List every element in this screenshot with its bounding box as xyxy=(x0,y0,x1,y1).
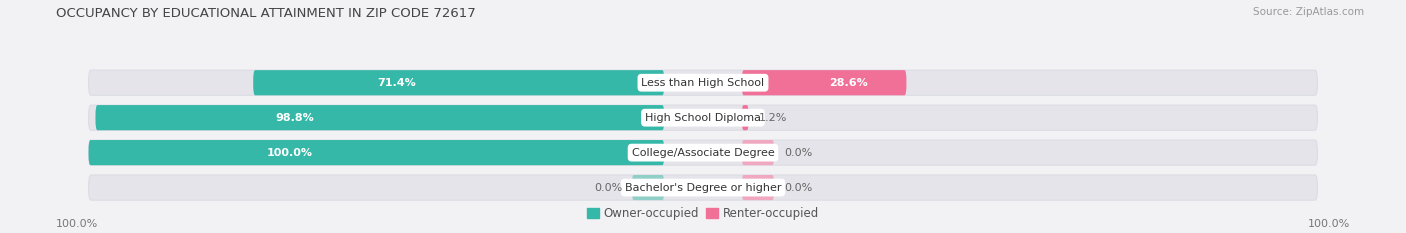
Text: 100.0%: 100.0% xyxy=(267,148,314,158)
Text: 1.2%: 1.2% xyxy=(758,113,787,123)
FancyBboxPatch shape xyxy=(96,105,664,130)
Text: OCCUPANCY BY EDUCATIONAL ATTAINMENT IN ZIP CODE 72617: OCCUPANCY BY EDUCATIONAL ATTAINMENT IN Z… xyxy=(56,7,477,20)
Text: 100.0%: 100.0% xyxy=(56,219,98,229)
Legend: Owner-occupied, Renter-occupied: Owner-occupied, Renter-occupied xyxy=(582,202,824,225)
FancyBboxPatch shape xyxy=(742,175,775,200)
Text: 0.0%: 0.0% xyxy=(593,183,623,192)
Text: 0.0%: 0.0% xyxy=(785,183,813,192)
FancyBboxPatch shape xyxy=(89,175,1317,200)
Text: Bachelor's Degree or higher: Bachelor's Degree or higher xyxy=(624,183,782,192)
Text: 0.0%: 0.0% xyxy=(785,148,813,158)
FancyBboxPatch shape xyxy=(253,70,664,95)
FancyBboxPatch shape xyxy=(742,105,749,130)
FancyBboxPatch shape xyxy=(89,70,1317,95)
FancyBboxPatch shape xyxy=(742,70,907,95)
FancyBboxPatch shape xyxy=(631,175,664,200)
Text: Less than High School: Less than High School xyxy=(641,78,765,88)
Text: 100.0%: 100.0% xyxy=(1308,219,1350,229)
FancyBboxPatch shape xyxy=(89,140,664,165)
Text: 28.6%: 28.6% xyxy=(830,78,868,88)
Text: College/Associate Degree: College/Associate Degree xyxy=(631,148,775,158)
Text: 71.4%: 71.4% xyxy=(378,78,416,88)
FancyBboxPatch shape xyxy=(742,140,775,165)
FancyBboxPatch shape xyxy=(89,140,1317,165)
FancyBboxPatch shape xyxy=(89,105,1317,130)
Text: High School Diploma: High School Diploma xyxy=(645,113,761,123)
Text: 98.8%: 98.8% xyxy=(276,113,314,123)
Text: Source: ZipAtlas.com: Source: ZipAtlas.com xyxy=(1253,7,1364,17)
